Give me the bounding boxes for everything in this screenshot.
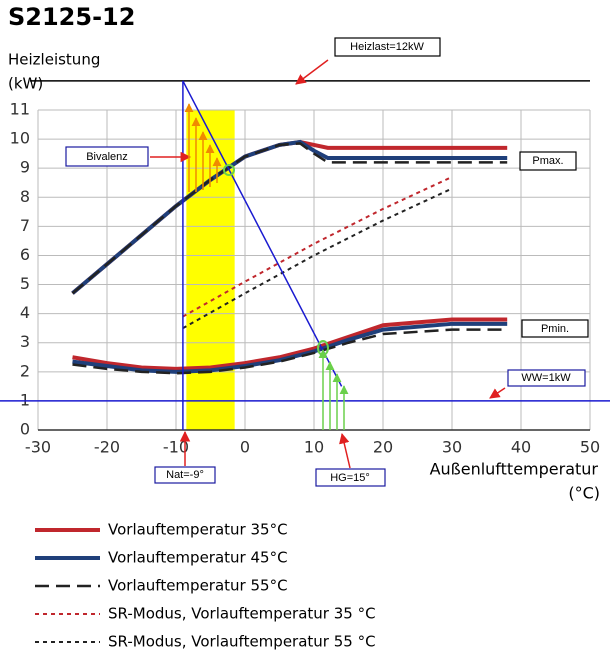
annotation-box — [65, 146, 149, 167]
annotation-box — [154, 466, 216, 484]
x-tick-label: 30 — [442, 438, 462, 457]
y-tick-label: 3 — [20, 332, 30, 351]
annotation: Pmin. — [541, 323, 569, 335]
x-tick-label: -30 — [25, 438, 51, 457]
chart-title: S2125-12 — [8, 3, 135, 31]
x-tick-label: -20 — [94, 438, 120, 457]
annotation: Heizlast=12kW — [350, 41, 424, 53]
y-tick-label: 1 — [20, 390, 30, 409]
legend-label: Vorlauftemperatur 45°C — [108, 549, 288, 567]
marker-circle — [223, 164, 235, 176]
annotation-box — [315, 468, 386, 487]
annotation-box — [519, 151, 577, 171]
legend-label: Vorlauftemperatur 35°C — [108, 521, 288, 539]
y-tick-label: 11 — [10, 100, 30, 119]
legend-label: Vorlauftemperatur 55°C — [108, 577, 288, 595]
arrow — [489, 387, 506, 399]
annotation: Bivalenz — [86, 151, 128, 163]
annotation-box — [334, 37, 441, 57]
legend-label: SR-Modus, Vorlauftemperatur 55 °C — [108, 633, 376, 651]
x-axis-label: (°C) — [568, 484, 600, 503]
x-tick-label: 40 — [511, 438, 531, 457]
annotation-arrows — [150, 59, 506, 469]
y-tick-label: 6 — [20, 245, 30, 264]
heating-line — [182, 80, 343, 387]
annotation: WW=1kW — [521, 372, 571, 384]
arrow — [295, 59, 329, 85]
y-tick-label: 0 — [20, 420, 30, 439]
arrow — [339, 432, 351, 469]
y-tick-label: 4 — [20, 303, 30, 322]
marker-circle — [317, 340, 329, 356]
annotation: HG=15° — [330, 472, 370, 484]
series-line — [71, 142, 508, 375]
y-tick-label: 7 — [20, 216, 30, 235]
x-tick-label: 50 — [580, 438, 600, 457]
y-tick-label: 9 — [20, 158, 30, 177]
over-layer — [0, 80, 610, 430]
x-tick-label: 20 — [373, 438, 393, 457]
annotation-boxes: Heizlast=12kW Bivalenz Pmax. Pmin. WW=1k… — [65, 37, 589, 487]
x-tick-label: 0 — [240, 438, 250, 457]
y-tick-label: 8 — [20, 187, 30, 206]
y-tick-label: 2 — [20, 361, 30, 380]
y-tick-label: 5 — [20, 274, 30, 293]
annotation: Pmax. — [532, 155, 563, 167]
annotation: Nat=-9° — [166, 469, 204, 481]
y-tick-label: 10 — [10, 129, 30, 148]
x-axis-label: Außenlufttemperatur — [430, 460, 599, 479]
annotation-box — [521, 319, 589, 338]
annotation-box — [507, 369, 586, 387]
x-tick-label: 10 — [304, 438, 324, 457]
y-axis-label: Heizleistung — [8, 51, 100, 69]
legend-label: SR-Modus, Vorlauftemperatur 35 °C — [108, 605, 376, 623]
y-axis-label: (kW) — [8, 75, 43, 93]
x-tick-label: -10 — [163, 438, 189, 457]
